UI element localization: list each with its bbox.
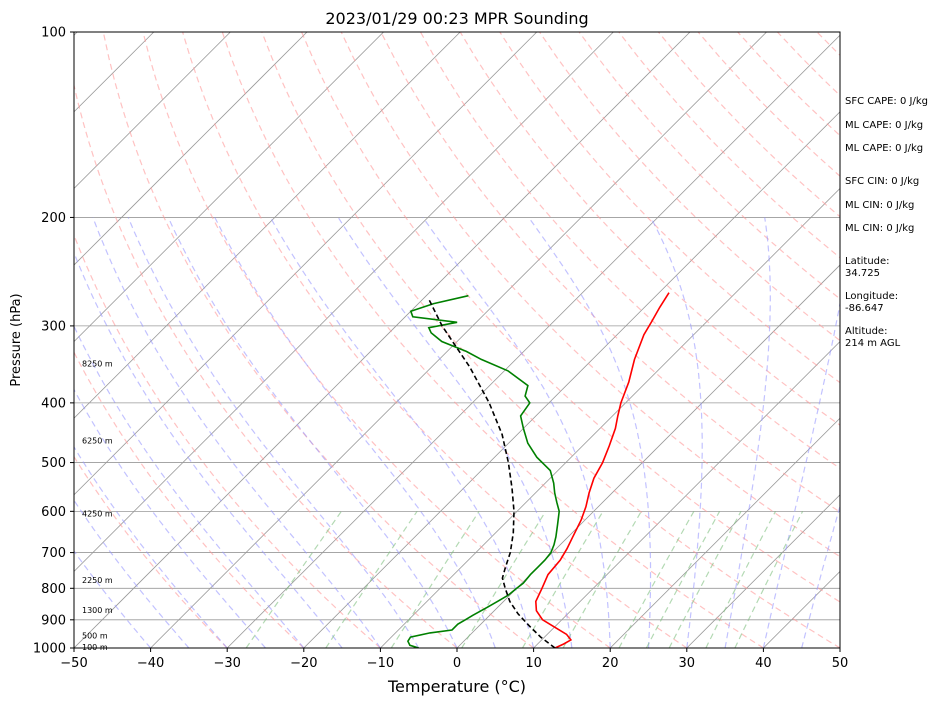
moist-adiabat xyxy=(840,217,946,648)
x-tick-label: 40 xyxy=(755,656,772,671)
mixing-ratio-line xyxy=(735,511,803,648)
plot-frame xyxy=(74,32,840,648)
side-text: 214 m AGL xyxy=(845,338,901,349)
side-text: SFC CAPE: 0 J/kg xyxy=(845,96,928,107)
temperature-profile xyxy=(536,293,669,648)
isotherm-line xyxy=(0,32,230,648)
y-tick-label: 700 xyxy=(41,546,66,561)
y-tick-label: 200 xyxy=(41,211,66,226)
height-label: 6250 m xyxy=(82,436,113,445)
side-text: Latitude: xyxy=(845,256,890,267)
dewpoint-profile xyxy=(408,296,559,648)
isotherm-line xyxy=(227,32,843,648)
y-axis-label: Pressure (hPa) xyxy=(9,293,24,386)
dry-adiabat xyxy=(183,32,687,648)
side-text: 34.725 xyxy=(845,268,880,279)
x-tick-label: 10 xyxy=(525,656,542,671)
chart-title: 2023/01/29 00:23 MPR Sounding xyxy=(325,9,588,28)
x-tick-label: −20 xyxy=(290,656,317,671)
height-label: 500 m xyxy=(82,632,108,641)
side-text: ML CAPE: 0 J/kg xyxy=(845,120,923,131)
isotherm-line xyxy=(0,32,460,648)
y-tick-label: 900 xyxy=(41,613,66,628)
x-tick-label: −50 xyxy=(60,656,87,671)
parcel-profile xyxy=(428,298,555,648)
y-tick-label: 300 xyxy=(41,319,66,334)
isotherm-line xyxy=(74,32,690,648)
dry-adiabat xyxy=(143,32,610,648)
y-tick-label: 600 xyxy=(41,505,66,520)
isotherm-line xyxy=(0,32,1,648)
height-label: 2250 m xyxy=(82,576,113,585)
dry-adiabat xyxy=(103,32,533,648)
moist-adiabat xyxy=(338,217,572,648)
side-text: ML CAPE: 0 J/kg xyxy=(845,143,923,154)
mixing-ratio-line xyxy=(523,511,604,648)
height-label: 1300 m xyxy=(82,606,113,615)
side-text: SFC CIN: 0 J/kg xyxy=(845,176,919,187)
moist-adiabat xyxy=(725,217,770,648)
dry-adiabat xyxy=(262,32,840,648)
y-tick-label: 1000 xyxy=(33,642,66,657)
mixing-ratio-line xyxy=(326,511,417,648)
dry-adiabat xyxy=(24,32,380,648)
moist-adiabat xyxy=(651,217,702,648)
y-tick-label: 100 xyxy=(41,26,66,41)
moist-adiabat xyxy=(802,217,924,648)
side-text: Longitude: xyxy=(845,291,898,302)
y-tick-label: 800 xyxy=(41,582,66,597)
x-axis-label: Temperature (°C) xyxy=(387,677,526,696)
x-tick-label: 50 xyxy=(832,656,849,671)
moist-adiabat xyxy=(0,217,151,648)
mixing-ratio-line xyxy=(246,511,341,648)
x-tick-label: 0 xyxy=(453,656,461,671)
x-tick-label: −30 xyxy=(213,656,240,671)
mixing-ratio-line xyxy=(706,511,776,648)
side-text: ML CIN: 0 J/kg xyxy=(845,200,914,211)
y-tick-label: 400 xyxy=(41,396,66,411)
moist-adiabat xyxy=(168,217,457,648)
series-layer xyxy=(408,293,669,648)
dry-adiabat xyxy=(302,32,917,648)
height-label: 4250 m xyxy=(82,510,113,519)
height-label: 8250 m xyxy=(82,359,113,368)
dry-adiabat xyxy=(222,32,763,648)
x-tick-label: 20 xyxy=(602,656,619,671)
x-axis: −50 −40 −30 −20 −10 0 10 20 30 40 50 xyxy=(60,648,848,671)
moist-adiabat xyxy=(0,217,227,648)
side-text: ML CIN: 0 J/kg xyxy=(845,223,914,234)
grid-layer xyxy=(0,32,946,648)
x-tick-label: 30 xyxy=(679,656,696,671)
side-panel: SFC CAPE: 0 J/kg ML CAPE: 0 J/kg ML CAPE: … xyxy=(845,96,928,349)
x-tick-label: −40 xyxy=(137,656,164,671)
y-axis: 100 200 300 400 500 600 700 800 900 1000 xyxy=(33,26,74,657)
mixing-ratio-line xyxy=(669,511,741,648)
side-text: -86.647 xyxy=(845,303,884,314)
y-tick-label: 500 xyxy=(41,456,66,471)
mixing-ratio-line xyxy=(462,511,546,648)
side-text: Altitude: xyxy=(845,326,887,337)
moist-adiabat xyxy=(32,217,304,648)
x-tick-label: −10 xyxy=(367,656,394,671)
